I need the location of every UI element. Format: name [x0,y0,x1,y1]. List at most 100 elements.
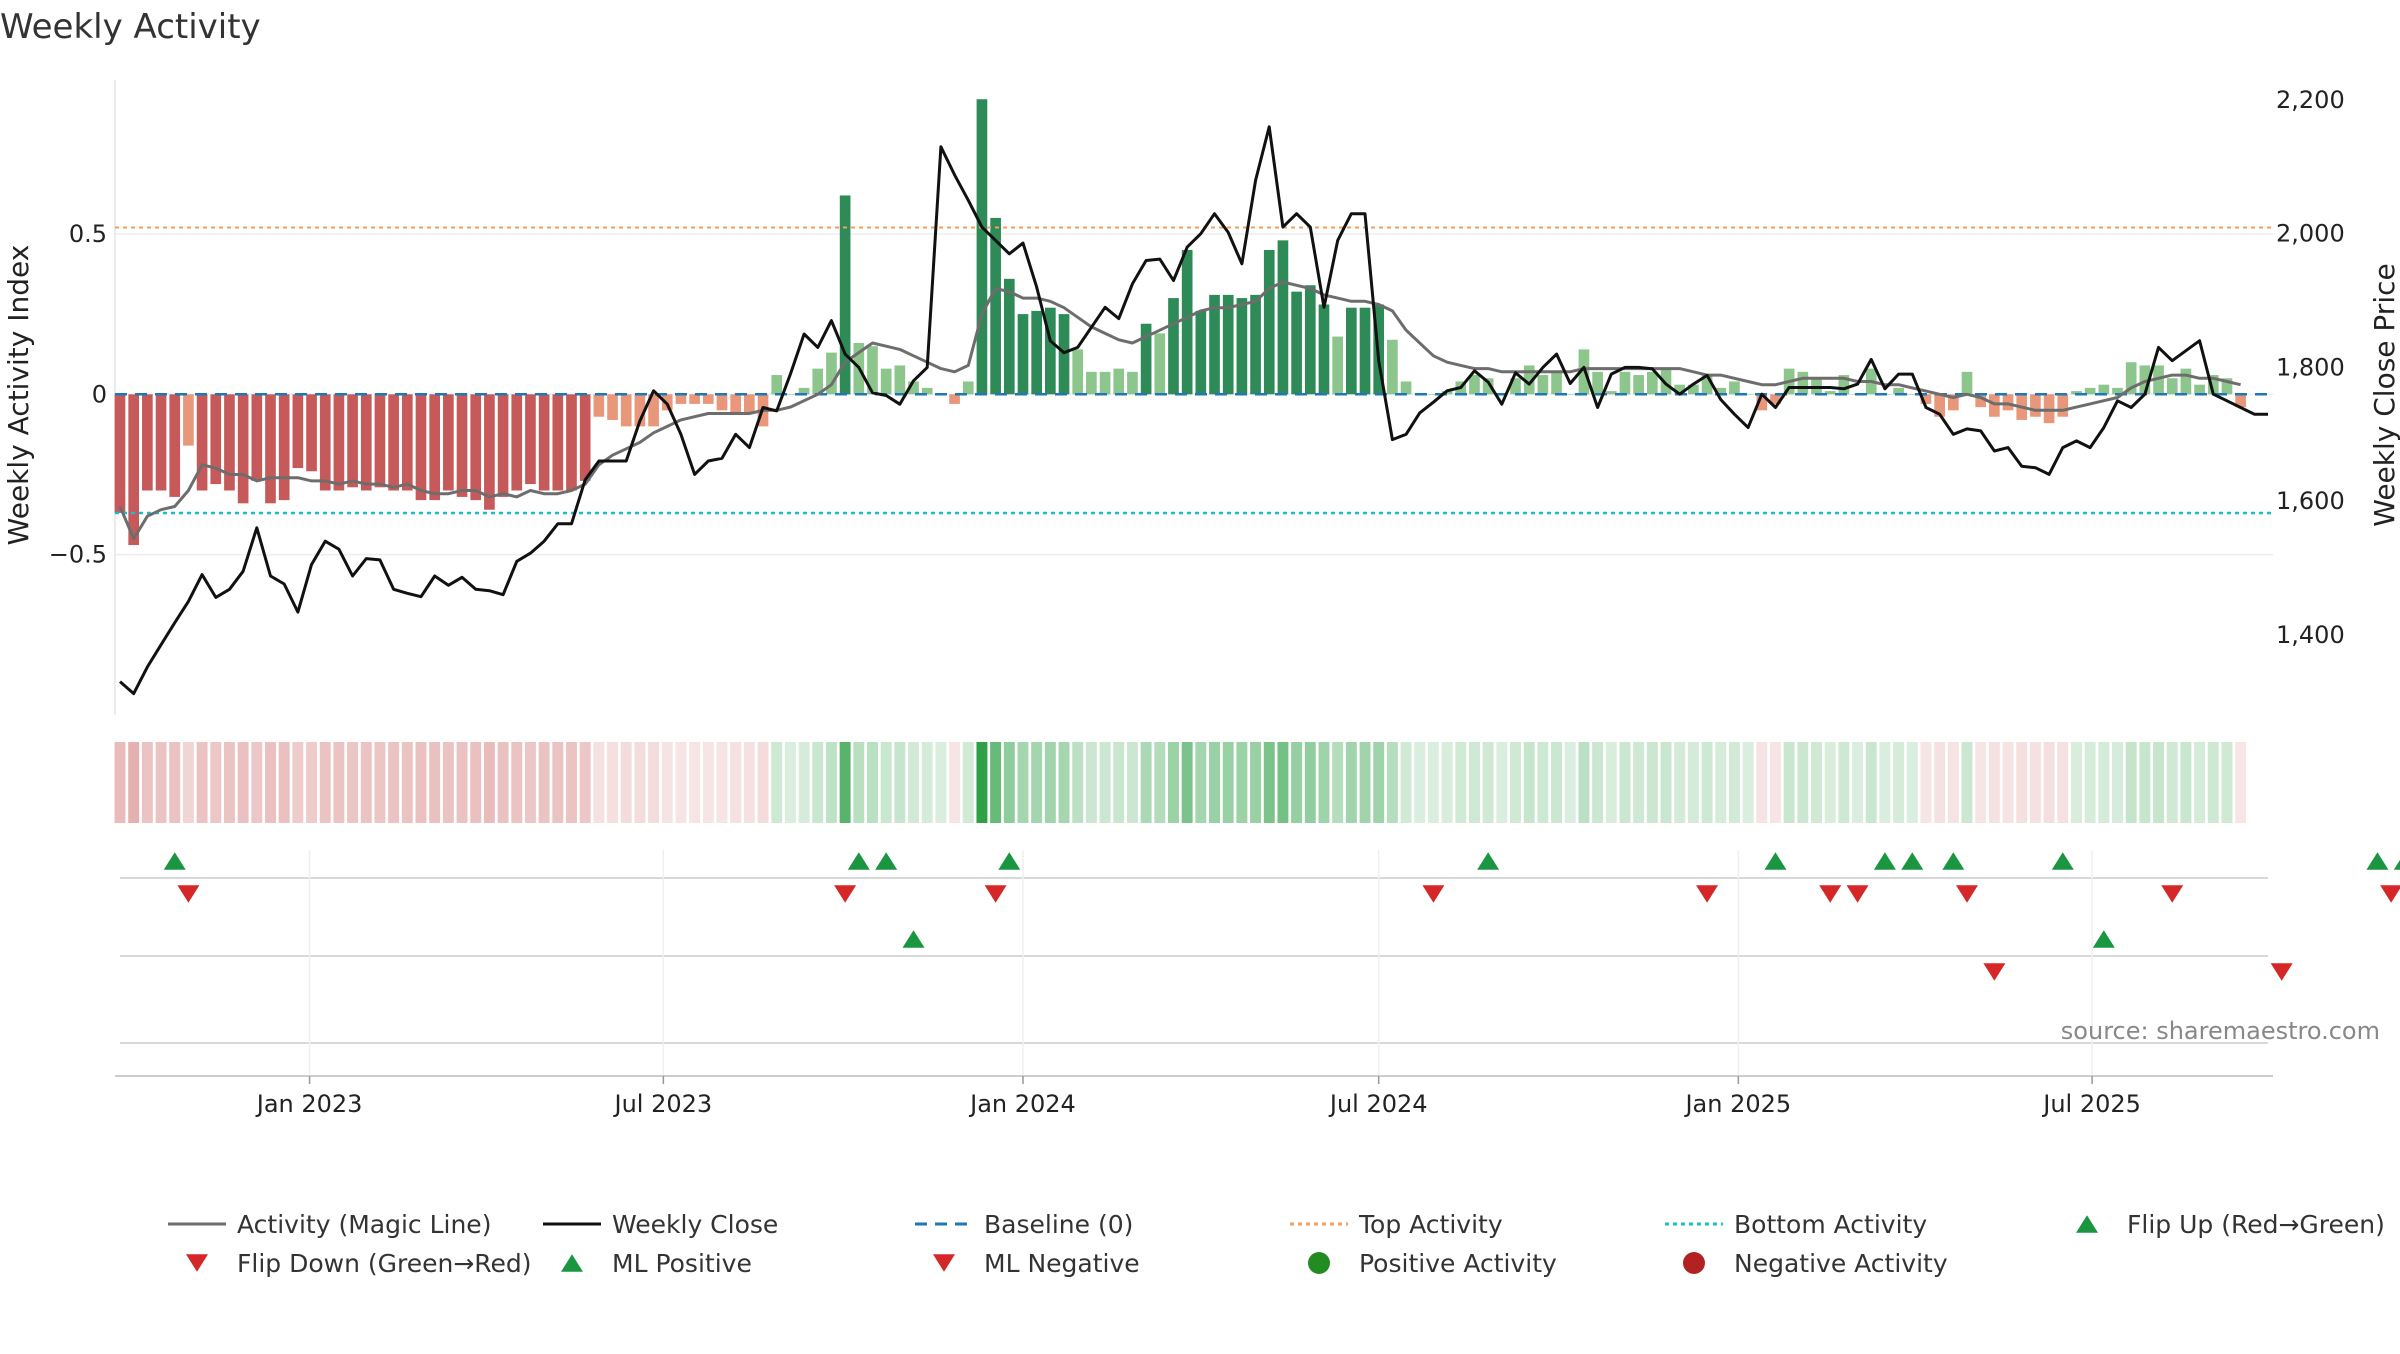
activity-bar-33 [566,394,577,491]
series-lines [118,125,2268,696]
activity-bar-138 [2002,394,2014,411]
strip-cell-108 [1592,742,1604,823]
strip-cell-1 [128,742,140,823]
activity-bar-46 [744,394,755,414]
strip-cell-26 [470,742,482,823]
strip-cell-51 [812,742,824,823]
strip-cell-25 [456,742,468,823]
activity-bar-16 [333,394,345,491]
strip-cell-86 [1291,742,1303,823]
x-axis: Jan 2023 Jul 2023 Jan 2024 Jul 2024 Jan 2025… [115,1075,2273,1118]
strip-cell-75 [1140,742,1152,823]
strip-cell-3 [155,742,167,823]
strip-cell-32 [552,742,564,823]
activity-bar-75 [1140,323,1152,395]
activity-heat-strip [114,742,2247,823]
activity-bar-99 [1469,375,1480,395]
activity-bar-66 [1017,314,1029,395]
activity-bar-11 [265,394,276,504]
strip-cell-146 [2112,742,2123,823]
legend-label-10: Negative Activity [1734,1249,1948,1278]
activity-bar-61 [949,394,960,404]
legend-label-0: Activity (Magic Line) [237,1210,491,1239]
strip-cell-47 [757,742,769,823]
activity-bar-32 [552,394,564,491]
strip-cell-139 [2016,742,2028,823]
right-tick-label-0: 1,400 [2276,621,2345,649]
strip-cell-42 [689,742,701,823]
strip-cell-84 [1263,742,1275,823]
strip-cell-64 [990,742,1002,823]
strip-cell-96 [1427,742,1439,823]
activity-bar-15 [319,394,331,491]
activity-bar-154 [2221,378,2233,395]
strip-cell-125 [1824,742,1836,823]
strip-cell-143 [2070,742,2082,823]
strip-cell-141 [2043,742,2055,823]
activity-bar-17 [347,394,358,488]
strip-cell-70 [1072,742,1084,823]
flip-down-marker-53 [834,885,857,903]
flip-up-marker-100 [1477,852,1500,870]
strip-cell-34 [579,742,591,823]
strip-cell-151 [2180,742,2192,823]
activity-bar-10 [251,394,263,481]
activity-bar-142 [2057,394,2069,417]
flip-up-marker-54 [847,852,870,870]
strip-cell-127 [1852,742,1864,823]
legend-item-3: Top Activity [1290,1210,1503,1239]
strip-cell-59 [921,742,933,823]
activity-bar-7 [210,394,222,485]
activity-bar-80 [1209,294,1220,395]
legend-label-2: Baseline (0) [984,1210,1133,1239]
x-tick-label-3: Jul 2024 [1328,1090,1428,1118]
activity-bar-59 [921,387,933,395]
strip-cell-15 [319,742,331,823]
strip-cell-145 [2098,742,2110,823]
source-label: source: sharemaestro.com [2061,1017,2380,1045]
activity-bar-31 [538,394,550,491]
activity-bar-96 [1428,394,1439,395]
strip-cell-65 [1003,742,1015,823]
strip-cell-149 [2153,742,2165,823]
strip-cell-82 [1236,742,1248,823]
strip-cell-71 [1085,742,1097,823]
activity-bar-19 [374,394,386,488]
activity-bar-103 [1523,365,1535,395]
strip-cell-18 [360,742,372,823]
strip-cell-39 [648,742,660,823]
activity-bar-28 [497,394,509,497]
legend-label-3: Top Activity [1358,1210,1503,1239]
strip-cell-50 [798,742,810,823]
activity-bar-78 [1181,249,1193,395]
activity-bar-89 [1332,336,1343,395]
strip-cell-94 [1400,742,1412,823]
strip-cell-13 [292,742,304,823]
activity-bar-86 [1291,291,1302,395]
flip-up-marker-131 [1901,852,1924,870]
legend-item-9: Positive Activity [1308,1249,1557,1278]
activity-bar-64 [990,217,1001,395]
activity-bar-34 [579,394,591,481]
activity-bar-57 [894,365,906,395]
activity-bar-87 [1304,285,1316,395]
strip-cell-124 [1811,742,1822,823]
strip-cell-101 [1496,742,1508,823]
activity-bar-115 [1688,384,1699,395]
activity-bar-26 [470,394,482,501]
activity-bar-145 [2098,384,2110,395]
flip-up-marker-134 [1942,852,1965,870]
activity-bar-85 [1277,240,1289,395]
strip-cell-62 [962,742,974,823]
activity-bar-42 [689,394,700,404]
activity-bar-150 [2166,378,2178,395]
activity-bar-20 [388,394,399,491]
activity-bar-39 [648,394,659,427]
activity-bar-151 [2180,368,2192,395]
strip-cell-115 [1687,742,1699,823]
activity-bar-117 [1715,387,1727,395]
activity-bar-37 [620,394,632,427]
flip-down-marker-135 [1956,885,1979,903]
strip-cell-17 [347,742,359,823]
activity-bar-112 [1646,371,1658,395]
